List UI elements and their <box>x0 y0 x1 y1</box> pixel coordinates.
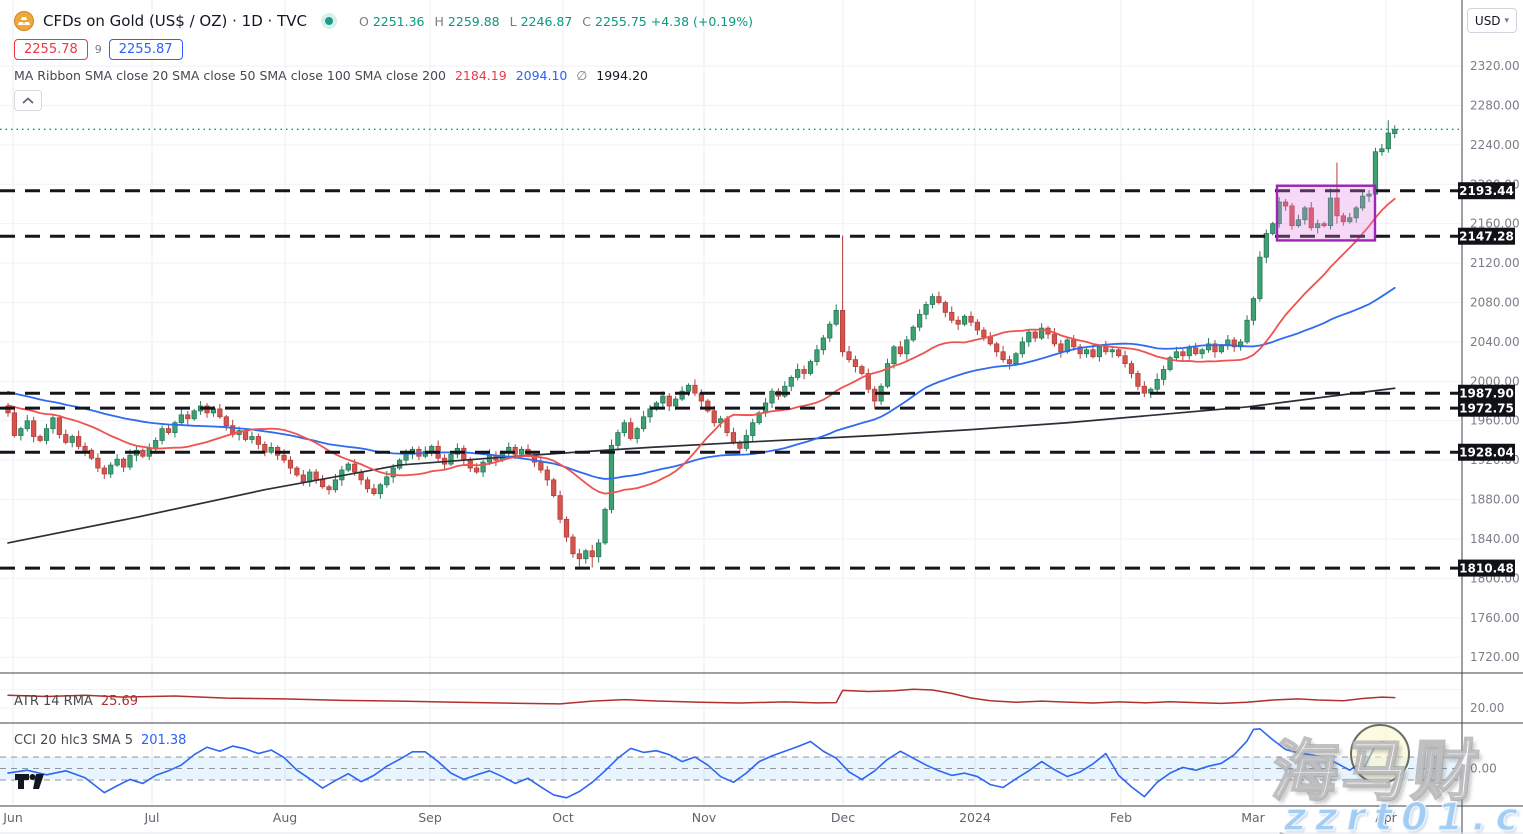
ma-ribbon-label[interactable]: MA Ribbon SMA close 20 SMA close 50 SMA … <box>14 68 446 83</box>
svg-text:Jun: Jun <box>2 810 23 825</box>
atr-value: 25.69 <box>100 694 139 709</box>
market-status-icon <box>320 13 337 29</box>
tradingview-logo[interactable] <box>14 772 52 792</box>
cci-label: CCI 20 hlc3 SMA 5 <box>14 733 133 748</box>
svg-text:Nov: Nov <box>692 810 717 825</box>
sell-price-button[interactable]: 2255.78 <box>14 38 88 60</box>
svg-text:2320.00: 2320.00 <box>1470 59 1520 73</box>
svg-text:1960.00: 1960.00 <box>1470 414 1520 428</box>
svg-text:20.00: 20.00 <box>1470 701 1504 715</box>
close-label: C <box>582 13 592 29</box>
buy-price-button[interactable]: 2255.87 <box>108 38 183 60</box>
svg-text:1760.00: 1760.00 <box>1470 611 1520 625</box>
svg-text:2120.00: 2120.00 <box>1470 256 1520 270</box>
open-value: 2251.36 <box>372 13 425 29</box>
svg-text:1928.04: 1928.04 <box>1459 445 1514 459</box>
svg-text:Jul: Jul <box>143 810 159 825</box>
svg-text:2193.44: 2193.44 <box>1459 184 1514 198</box>
svg-text:1810.48: 1810.48 <box>1459 561 1514 575</box>
gold-symbol-icon <box>14 11 34 31</box>
svg-text:2024: 2024 <box>959 810 991 825</box>
ma200-value: 1994.20 <box>596 68 648 83</box>
chevron-down-icon: ▾ <box>1504 15 1510 26</box>
high-value: 2259.88 <box>447 13 500 29</box>
svg-text:Feb: Feb <box>1110 810 1132 825</box>
close-value: 2255.75 <box>595 13 647 29</box>
ohlc-readout: O 2251.36 H 2259.88 L 2246.87 C 2255.75 … <box>353 14 753 29</box>
svg-text:Apr: Apr <box>1375 810 1397 825</box>
svg-text:0.00: 0.00 <box>1470 762 1497 776</box>
high-label: H <box>434 13 444 29</box>
spread-value: 9 <box>94 42 102 56</box>
svg-text:1880.00: 1880.00 <box>1470 493 1520 507</box>
svg-text:1720.00: 1720.00 <box>1470 650 1520 664</box>
svg-text:Dec: Dec <box>831 810 855 825</box>
svg-text:Sep: Sep <box>418 810 442 825</box>
svg-text:2280.00: 2280.00 <box>1470 98 1520 112</box>
svg-text:1840.00: 1840.00 <box>1470 532 1520 546</box>
chevron-up-icon <box>22 96 34 104</box>
currency-value: USD <box>1474 13 1501 28</box>
svg-text:Oct: Oct <box>552 810 574 825</box>
symbol-title[interactable]: CFDs on Gold (US$ / OZ) · 1D · TVC <box>43 12 307 30</box>
collapse-indicators-button[interactable] <box>14 90 42 111</box>
svg-text:2240.00: 2240.00 <box>1470 138 1520 152</box>
ma100-value: ∅ <box>576 68 588 83</box>
svg-text:2160.00: 2160.00 <box>1470 217 1520 231</box>
svg-text:Aug: Aug <box>273 810 297 825</box>
currency-selector[interactable]: USD ▾ <box>1467 8 1517 33</box>
open-label: O <box>358 13 369 29</box>
svg-text:2080.00: 2080.00 <box>1470 296 1520 310</box>
svg-text:2147.28: 2147.28 <box>1459 229 1514 243</box>
svg-text:1972.75: 1972.75 <box>1459 401 1514 415</box>
cci-pane-legend[interactable]: CCI 20 hlc3 SMA 5 201.38 <box>14 733 186 748</box>
svg-text:Mar: Mar <box>1241 810 1265 825</box>
low-value: 2246.87 <box>520 13 573 29</box>
ma50-value: 2094.10 <box>515 68 568 83</box>
svg-text:2040.00: 2040.00 <box>1470 335 1520 349</box>
atr-label: ATR 14 RMA <box>14 694 93 709</box>
change-value: +4.38 (+0.19%) <box>650 13 753 29</box>
cci-value: 201.38 <box>140 733 187 748</box>
svg-text:1987.90: 1987.90 <box>1459 386 1514 400</box>
ma20-value: 2184.19 <box>454 68 507 83</box>
atr-pane-legend[interactable]: ATR 14 RMA 25.69 <box>14 694 138 709</box>
low-label: L <box>509 13 517 29</box>
